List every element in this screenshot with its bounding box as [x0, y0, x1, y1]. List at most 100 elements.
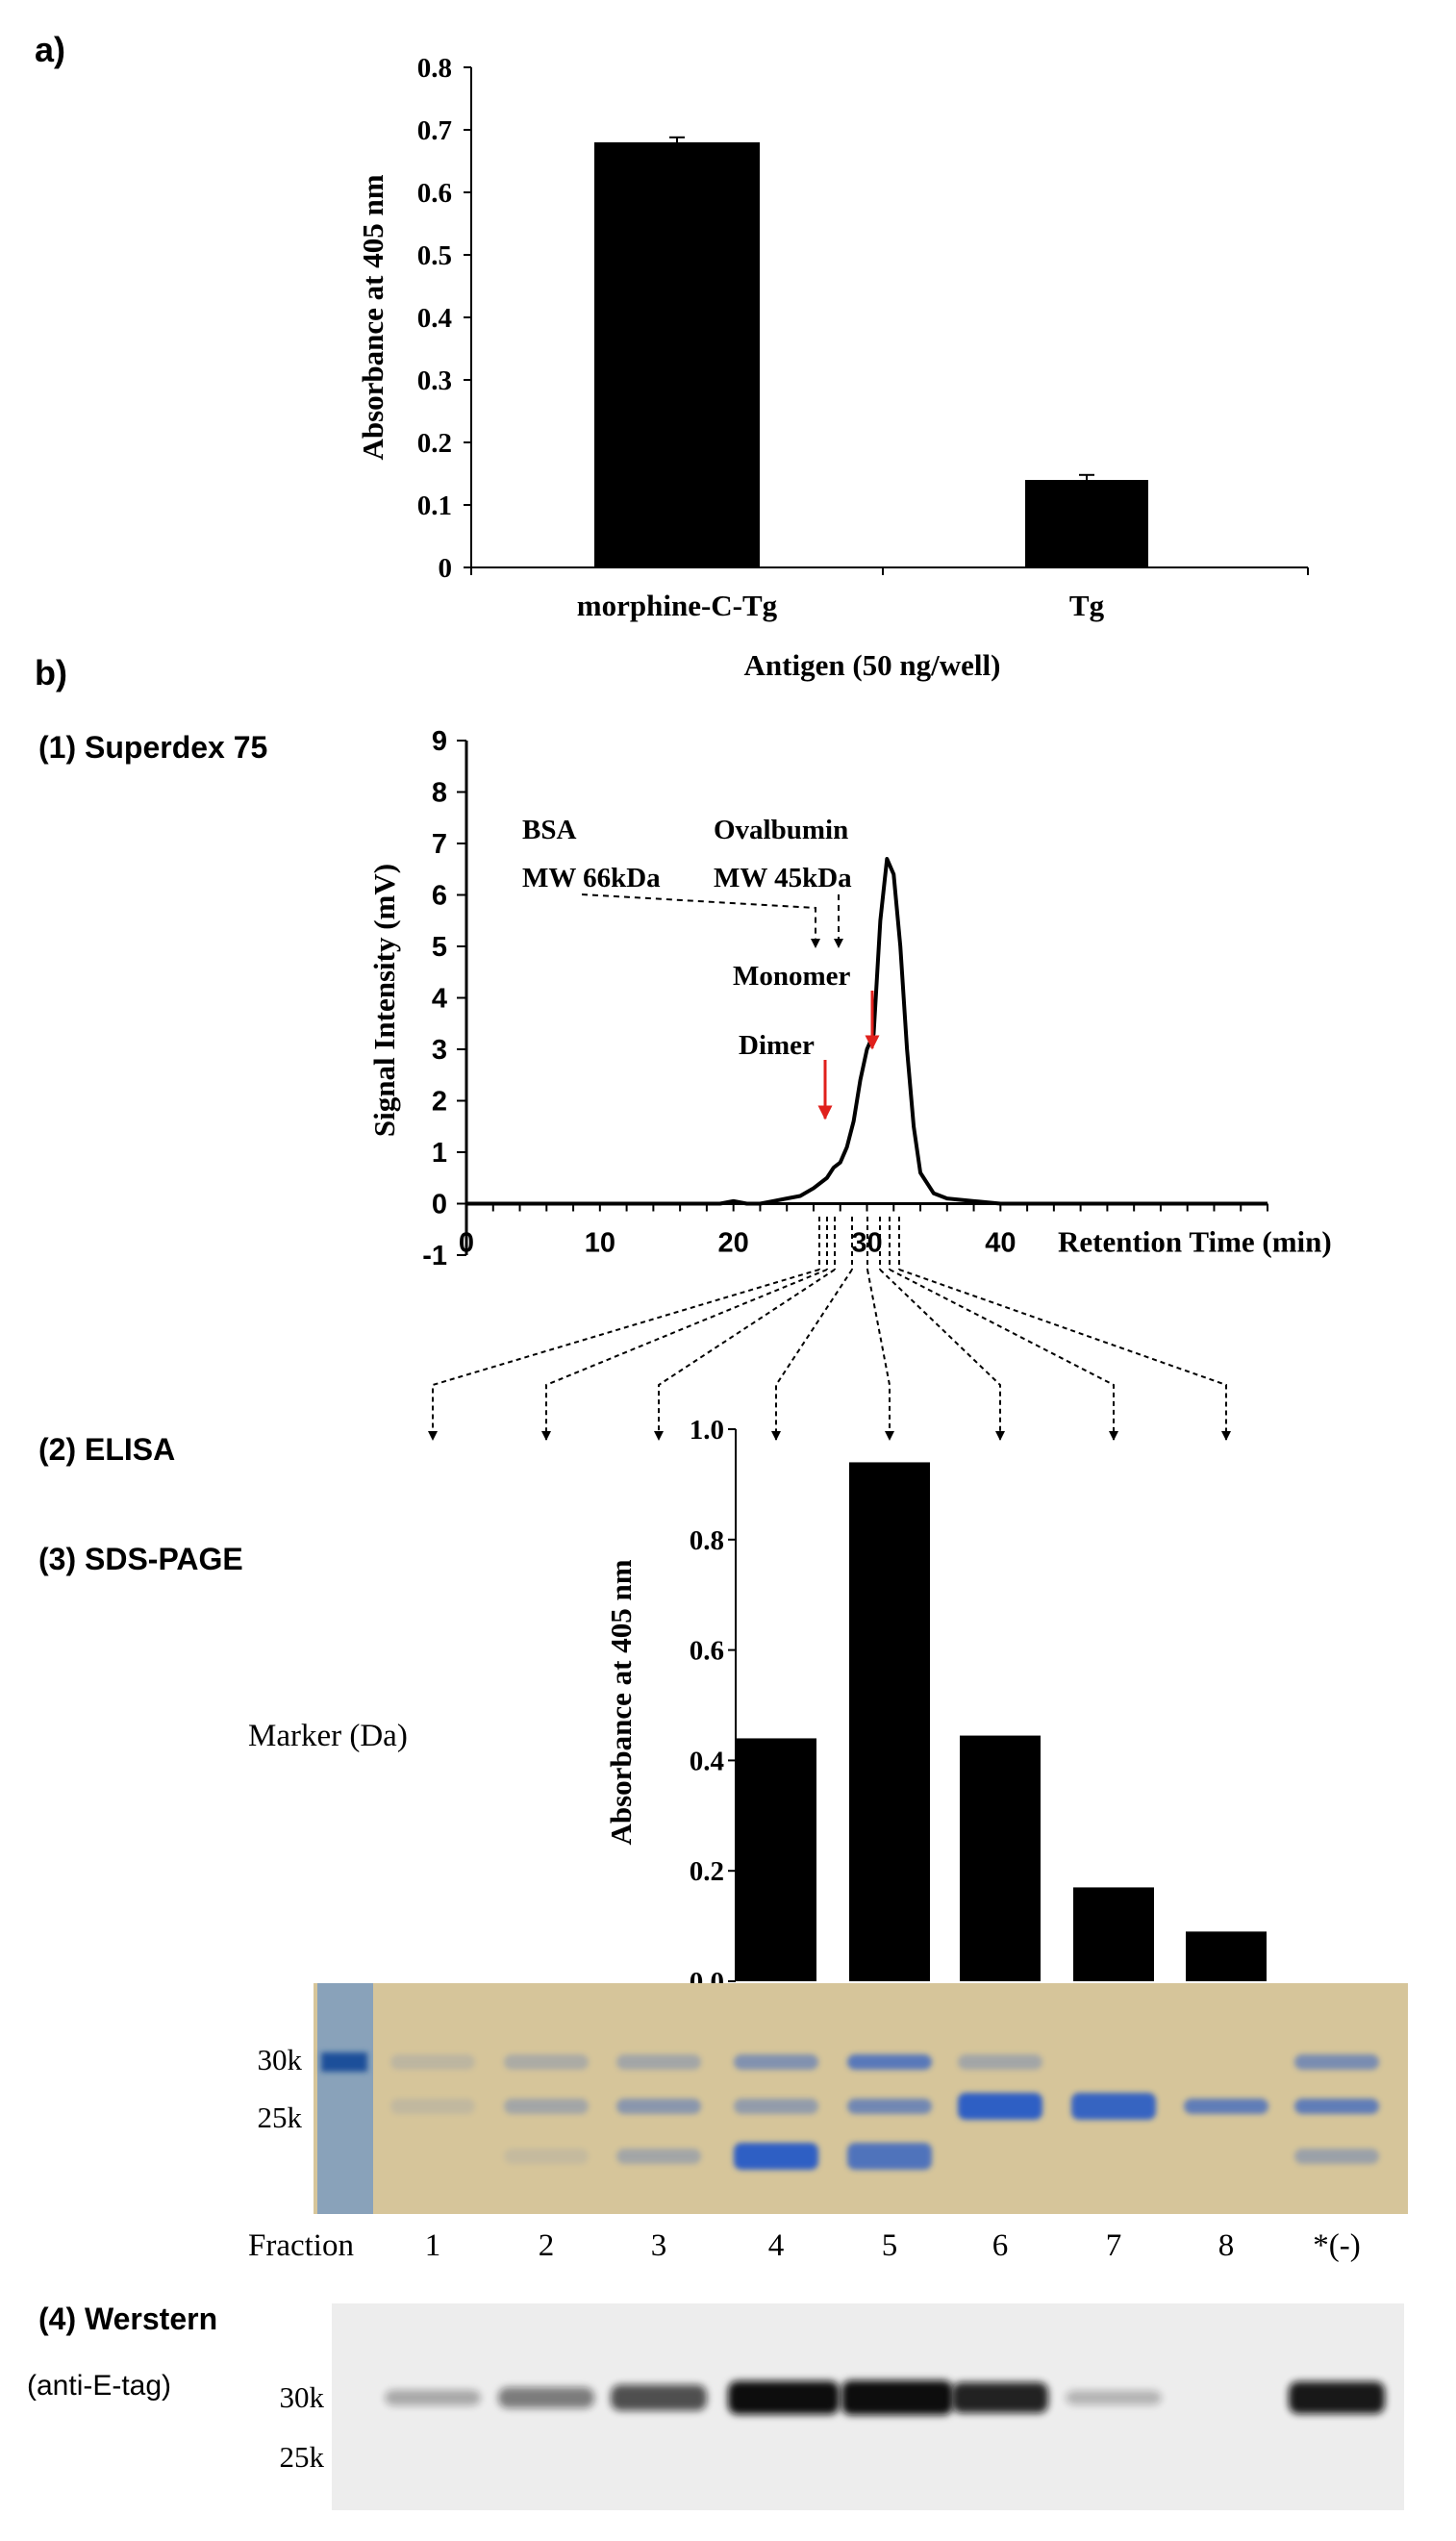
y-axis-title: Absorbance at 405 nm — [604, 1559, 638, 1845]
y-tick-label: 6 — [432, 881, 447, 912]
x-tick-label: 0 — [459, 1228, 474, 1259]
mw-label-30k: 30k — [258, 2043, 303, 2076]
lane-label: 1 — [425, 2228, 441, 2263]
lane-label: 5 — [882, 2228, 898, 2263]
gel-band — [504, 2099, 589, 2114]
y-tick-label: 0.6 — [690, 1636, 724, 1667]
gel-band — [1071, 2093, 1156, 2120]
bar-fraction-6 — [960, 1735, 1041, 1981]
bar-fraction-5 — [849, 1462, 930, 1981]
chart-a: 0 0.1 0.2 0.3 0.4 0.5 0.6 0.7 0.8 morphine-C-Tg Tg… — [356, 53, 1309, 682]
y-tick-label: 0.4 — [417, 303, 452, 334]
gel-band — [1294, 2054, 1379, 2070]
bar-fraction-8 — [1186, 1931, 1267, 1981]
lane-label: 7 — [1106, 2228, 1122, 2263]
section-elisa-label: (2) ELISA — [38, 1432, 175, 1467]
lane-label: 4 — [768, 2228, 785, 2263]
y-axis-title: Signal Intensity (mV) — [367, 864, 401, 1137]
x-category-label: morphine-C-Tg — [577, 589, 778, 622]
connector-arrow — [771, 1269, 853, 1441]
y-tick-label: 0.7 — [417, 115, 452, 146]
western-blot: 30k 25k — [280, 2303, 1404, 2510]
marker-lane — [317, 1983, 373, 2214]
lane-label: 3 — [651, 2228, 667, 2263]
gel-band — [734, 2143, 818, 2170]
section-western-label: (4) Werstern — [38, 2302, 217, 2336]
wb-band — [1289, 2381, 1385, 2414]
gel-band — [958, 2093, 1042, 2120]
panel-a-letter: a) — [35, 30, 65, 69]
bar-Tg — [1025, 480, 1148, 567]
x-tick-label: 40 — [985, 1228, 1016, 1259]
y-tick-label: 0.2 — [417, 428, 452, 459]
fraction-label: Fraction — [248, 2228, 354, 2263]
y-tick-label: 0.8 — [690, 1525, 724, 1556]
section-superdex-label: (1) Superdex 75 — [38, 730, 267, 765]
y-tick-label: -1 — [422, 1241, 447, 1271]
connector-arrow — [654, 1269, 836, 1441]
y-tick-label: 0.5 — [417, 240, 452, 271]
gel-band — [847, 2099, 932, 2114]
y-tick-label: 0.4 — [690, 1746, 724, 1776]
y-tick-label: 0.8 — [417, 53, 452, 84]
fraction-connectors — [428, 1217, 1231, 1441]
y-tick-label: 7 — [432, 829, 447, 860]
monomer-label: Monomer — [733, 961, 851, 992]
gel-band — [616, 2054, 701, 2070]
gel-band — [504, 2054, 589, 2070]
y-tick-label: 0.6 — [417, 178, 452, 209]
y-tick-label: 8 — [432, 778, 447, 809]
x-tick-label: 10 — [585, 1228, 615, 1259]
wb-mw-label-30k: 30k — [280, 2380, 325, 2414]
dimer-label: Dimer — [739, 1030, 815, 1061]
x-tick-label: 20 — [718, 1228, 749, 1259]
y-tick-label: 1 — [432, 1138, 447, 1169]
bar-morphine-C-Tg — [594, 142, 760, 567]
lane-label: *(-) — [1313, 2228, 1360, 2263]
gel-band — [734, 2099, 818, 2114]
lane-label: 2 — [539, 2228, 555, 2263]
y-tick-label: 0.3 — [417, 365, 452, 396]
x-axis-title: Antigen (50 ng/well) — [744, 648, 1001, 682]
y-tick-label: 4 — [432, 984, 447, 1015]
connector-arrow — [428, 1269, 820, 1441]
wb-band — [498, 2387, 594, 2408]
wb-band — [841, 2380, 953, 2415]
gel-band — [390, 2099, 475, 2114]
x-axis-title: Retention Time (min) — [1058, 1225, 1332, 1259]
standards-annotations: BSA MW 66kDa Ovalbumin MW 45kDa Monomer … — [522, 815, 880, 1120]
sds-page-gel: 30k 25k — [258, 1983, 1408, 2214]
bar-fraction-4 — [736, 1738, 816, 1981]
lane-labels: 1 2 3 4 5 6 7 8 *(-) — [425, 2228, 1361, 2263]
gel-band — [1184, 2099, 1268, 2114]
bsa-arrow — [581, 893, 820, 948]
y-axis-title: Absorbance at 405 nm — [356, 174, 389, 460]
wb-band — [728, 2380, 840, 2415]
gel-band — [847, 2143, 932, 2170]
mw-label-25k: 25k — [258, 2101, 303, 2134]
y-tick-label: 2 — [432, 1087, 447, 1118]
y-tick-label: 0 — [432, 1190, 447, 1220]
y-tick-label: 0.1 — [417, 491, 452, 521]
connector-arrow — [889, 1269, 1118, 1441]
bsa-mw-label: MW 66kDa — [522, 863, 661, 893]
y-tick-label: 3 — [432, 1035, 447, 1066]
gel-band — [1294, 2099, 1379, 2114]
connector-arrow — [866, 1269, 894, 1441]
wb-band — [1066, 2390, 1162, 2405]
section-western-sublabel: (anti-E-tag) — [27, 2370, 171, 2402]
gel-band — [734, 2054, 818, 2070]
y-tick-label: 9 — [432, 726, 447, 757]
ovalbumin-mw-label: MW 45kDa — [714, 863, 852, 893]
connector-arrow — [879, 1269, 1005, 1441]
y-tick-label: 0.2 — [690, 1856, 724, 1887]
chromatogram-line — [466, 857, 1268, 1206]
y-tick-label: 0 — [439, 553, 453, 584]
marker-label: Marker (Da) — [248, 1719, 408, 1753]
wb-band — [611, 2384, 707, 2411]
wb-band — [385, 2389, 481, 2406]
lane-label: 8 — [1218, 2228, 1235, 2263]
gel-band — [390, 2054, 475, 2070]
